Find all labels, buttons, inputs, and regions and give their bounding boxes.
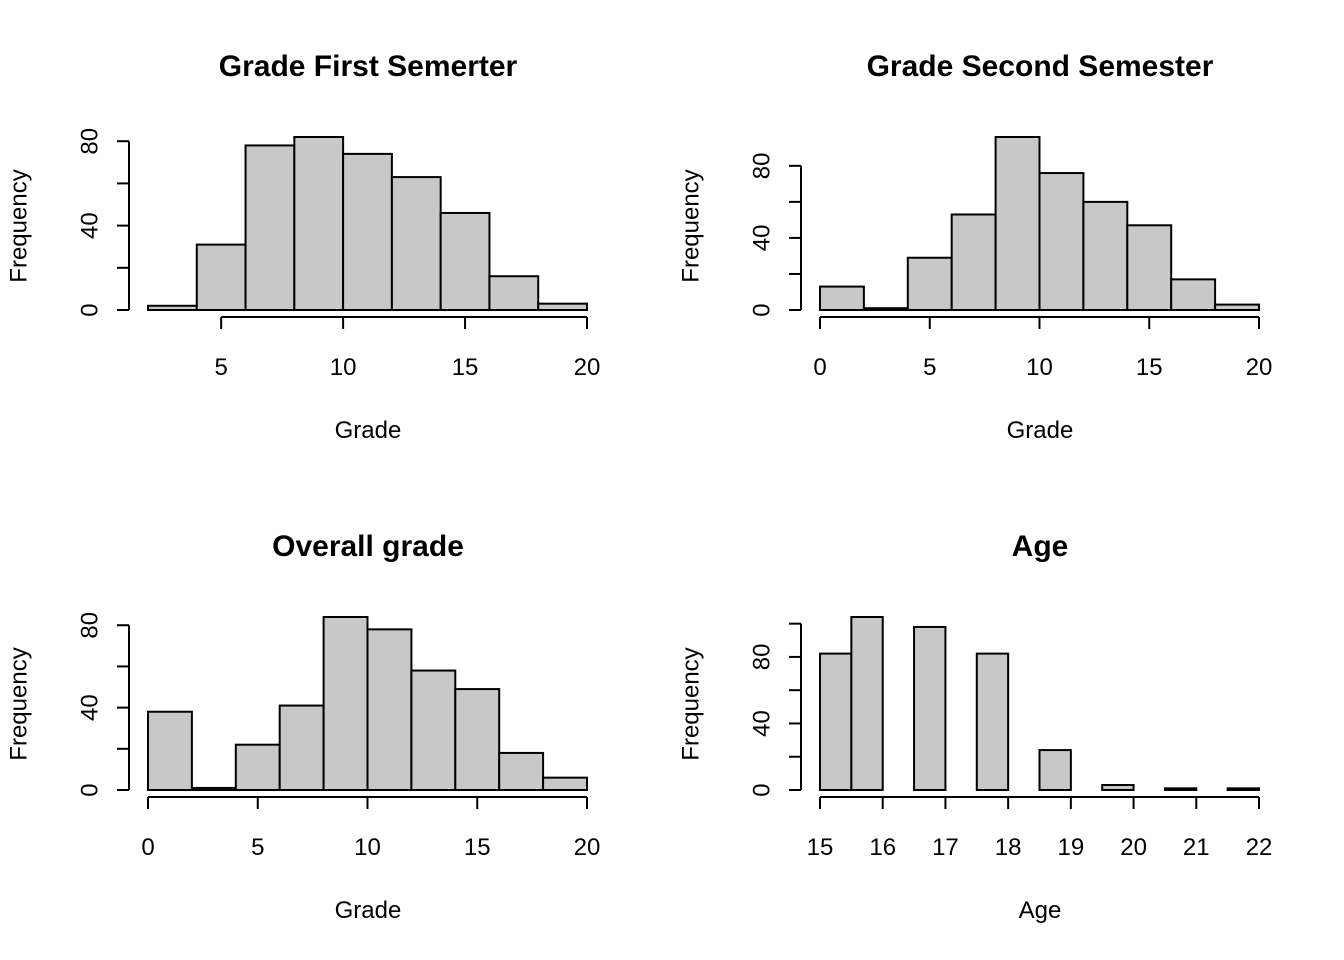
x-tick-label: 15 bbox=[464, 834, 491, 861]
y-tick-label: 80 bbox=[76, 128, 103, 155]
chart-title: Grade Second Semester bbox=[867, 50, 1214, 83]
x-tick-label: 20 bbox=[1120, 834, 1147, 861]
y-axis-label: Frequency bbox=[5, 169, 32, 282]
histogram-bar bbox=[1082, 200, 1129, 311]
x-tick-label: 15 bbox=[452, 354, 479, 381]
x-tick-label: 20 bbox=[1246, 354, 1273, 381]
y-tick-label: 40 bbox=[76, 694, 103, 721]
x-tick-label: 5 bbox=[923, 354, 936, 381]
histogram-bar bbox=[278, 704, 325, 791]
y-axis-label: Frequency bbox=[677, 647, 704, 760]
histogram-bar bbox=[819, 285, 865, 311]
y-tick-label: 40 bbox=[748, 710, 775, 737]
histogram-bar bbox=[542, 776, 588, 792]
x-tick-label: 17 bbox=[932, 834, 959, 861]
histogram-bar bbox=[390, 176, 442, 311]
histogram-bar bbox=[322, 616, 369, 791]
x-axis-label: Grade bbox=[335, 897, 402, 924]
y-axis-label: Frequency bbox=[677, 169, 704, 282]
panel-grade-second-semester: Grade Second Semester 0 5 10 15 20 0 40 80 Grade F… bbox=[677, 50, 1272, 444]
x-tick-label: 18 bbox=[995, 834, 1022, 861]
x-tick-label: 20 bbox=[574, 834, 601, 861]
histogram-bar bbox=[906, 256, 953, 312]
histogram-bar bbox=[1101, 784, 1135, 792]
x-tick-label: 10 bbox=[1026, 354, 1053, 381]
histogram-bar bbox=[488, 275, 540, 311]
panel-age: Age 15 16 17 18 19 20 21 22 0 40 80 Age Frequency bbox=[677, 530, 1272, 924]
histogram-bar bbox=[537, 302, 589, 312]
histogram-bar bbox=[244, 144, 296, 311]
x-tick-label: 0 bbox=[813, 354, 826, 381]
x-tick-label: 15 bbox=[807, 834, 834, 861]
histogram-bar bbox=[1214, 303, 1260, 311]
histogram-bar bbox=[498, 751, 545, 792]
y-tick-label: 0 bbox=[76, 783, 103, 796]
y-tick-label: 80 bbox=[76, 612, 103, 639]
x-tick-label: 10 bbox=[330, 354, 357, 381]
y-tick-label: 0 bbox=[748, 303, 775, 316]
histogram-bar bbox=[819, 652, 853, 791]
x-tick-label: 10 bbox=[354, 834, 381, 861]
y-tick-label: 80 bbox=[748, 152, 775, 179]
histogram-bar bbox=[950, 213, 997, 311]
histogram-bar bbox=[147, 710, 193, 791]
x-tick-label: 15 bbox=[1136, 354, 1163, 381]
histogram-bar bbox=[190, 786, 237, 792]
chart-title: Grade First Semerter bbox=[219, 50, 518, 83]
histogram-bar bbox=[342, 152, 393, 311]
x-axis-label: Age bbox=[1019, 897, 1062, 924]
histogram-bar bbox=[1163, 787, 1198, 792]
chart-title: Age bbox=[1012, 530, 1069, 563]
histogram-bar bbox=[994, 136, 1041, 311]
histogram-bar bbox=[410, 669, 457, 791]
histogram-bar bbox=[913, 625, 947, 791]
x-tick-label: 5 bbox=[214, 354, 227, 381]
x-axis-label: Grade bbox=[335, 417, 402, 444]
histogram-bar bbox=[1170, 278, 1217, 312]
histogram-bar bbox=[862, 307, 909, 311]
histogram-bar bbox=[454, 688, 501, 791]
histogram-bar bbox=[195, 243, 247, 311]
y-tick-label: 80 bbox=[748, 644, 775, 671]
y-axis-label: Frequency bbox=[5, 647, 32, 760]
panel-grade-first-semester: Grade First Semerter 5 10 15 20 0 40 80 Grade Fre… bbox=[5, 50, 600, 444]
histogram-bar bbox=[850, 616, 884, 791]
histogram-bar bbox=[439, 211, 491, 311]
x-tick-label: 5 bbox=[251, 834, 264, 861]
y-tick-label: 0 bbox=[76, 303, 103, 316]
x-tick-label: 21 bbox=[1183, 834, 1210, 861]
histogram-bar bbox=[975, 652, 1010, 791]
histogram-bar bbox=[234, 743, 281, 792]
histogram-bar bbox=[1226, 787, 1260, 792]
y-tick-label: 40 bbox=[76, 212, 103, 239]
panel-overall-grade: Overall grade 0 5 10 15 20 0 40 80 Grade Frequency bbox=[5, 530, 600, 924]
x-tick-label: 20 bbox=[574, 354, 601, 381]
histogram-bar bbox=[1038, 172, 1085, 311]
histogram-bar bbox=[366, 628, 413, 791]
y-tick-label: 0 bbox=[748, 783, 775, 796]
histogram-bar bbox=[293, 136, 345, 311]
histogram-bar bbox=[1126, 224, 1173, 311]
x-tick-label: 22 bbox=[1246, 834, 1273, 861]
x-tick-label: 0 bbox=[141, 834, 154, 861]
x-tick-label: 16 bbox=[869, 834, 896, 861]
histogram-bar bbox=[1038, 749, 1072, 791]
chart-title: Overall grade bbox=[272, 530, 464, 563]
histogram-bar bbox=[147, 304, 198, 311]
x-axis-label: Grade bbox=[1007, 417, 1074, 444]
y-tick-label: 40 bbox=[748, 225, 775, 252]
x-tick-label: 19 bbox=[1058, 834, 1085, 861]
